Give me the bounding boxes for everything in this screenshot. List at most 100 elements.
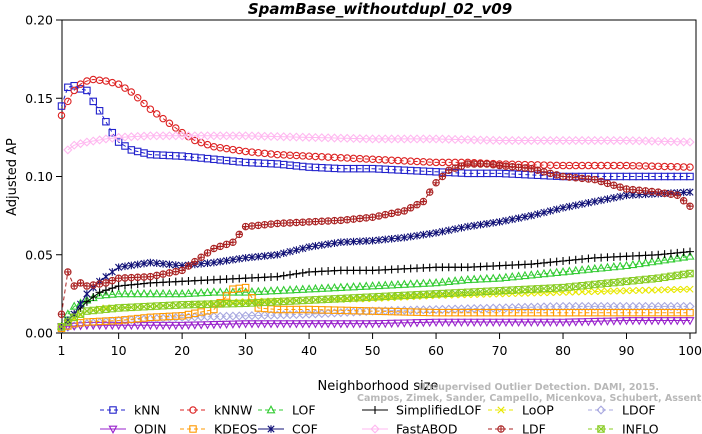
data-point xyxy=(279,271,288,280)
x-tick-label: 1 xyxy=(58,343,66,358)
data-point xyxy=(64,318,72,326)
data-point xyxy=(667,190,675,198)
data-point xyxy=(685,137,695,147)
data-point xyxy=(202,131,213,141)
data-point xyxy=(425,278,435,287)
data-point xyxy=(127,261,135,270)
data-point xyxy=(661,286,669,294)
data-point xyxy=(177,131,187,141)
data-point xyxy=(183,312,194,322)
data-point xyxy=(520,135,530,146)
data-point xyxy=(539,268,549,278)
data-point xyxy=(76,279,85,287)
data-point xyxy=(305,218,313,226)
data-point xyxy=(272,285,282,295)
data-point xyxy=(660,250,669,259)
data-point xyxy=(654,250,663,259)
data-point xyxy=(266,131,276,142)
data-point xyxy=(336,133,346,143)
data-point xyxy=(241,320,251,329)
data-point xyxy=(431,318,441,327)
data-point xyxy=(495,318,505,327)
data-point xyxy=(260,131,270,141)
data-point xyxy=(324,217,332,225)
data-point xyxy=(95,321,105,331)
data-point xyxy=(591,175,599,184)
data-point xyxy=(152,131,162,141)
legend-marker xyxy=(497,406,505,414)
data-point xyxy=(634,317,644,326)
data-point xyxy=(463,274,473,284)
data-point xyxy=(526,302,536,312)
x-tick-label: 60 xyxy=(428,343,444,358)
data-point xyxy=(139,321,149,331)
data-point xyxy=(641,257,651,267)
series-line xyxy=(61,320,690,328)
data-point xyxy=(641,317,651,326)
data-point xyxy=(127,88,136,96)
data-point xyxy=(679,252,689,261)
data-point xyxy=(172,267,180,276)
data-point xyxy=(108,276,117,285)
data-point xyxy=(133,280,142,289)
data-point xyxy=(57,310,66,318)
data-point xyxy=(577,318,587,327)
data-point xyxy=(418,278,428,287)
data-point xyxy=(114,80,123,88)
data-point xyxy=(494,135,505,146)
data-point xyxy=(634,136,644,146)
data-point xyxy=(209,131,219,141)
data-point xyxy=(564,318,574,327)
y-tick-label: 0.05 xyxy=(25,247,53,262)
data-point xyxy=(412,278,422,288)
data-point xyxy=(660,189,669,197)
data-point xyxy=(209,311,219,322)
data-point xyxy=(248,253,256,262)
data-point xyxy=(323,133,333,143)
data-point xyxy=(229,255,237,264)
data-point xyxy=(399,319,409,328)
data-point xyxy=(450,318,460,327)
data-point xyxy=(539,318,549,327)
data-point xyxy=(101,289,111,299)
data-point xyxy=(318,241,326,249)
data-point xyxy=(336,308,346,318)
data-point xyxy=(247,131,257,141)
data-point xyxy=(552,257,561,266)
data-point xyxy=(95,280,104,288)
data-point xyxy=(336,320,346,329)
data-point xyxy=(635,186,643,195)
data-point xyxy=(653,256,663,265)
data-point xyxy=(361,134,371,144)
data-point xyxy=(241,299,250,308)
data-point xyxy=(202,312,213,322)
data-point xyxy=(216,242,224,251)
data-point xyxy=(368,236,377,245)
data-point xyxy=(343,238,351,246)
data-point xyxy=(380,134,390,144)
data-point xyxy=(190,131,200,141)
data-point xyxy=(578,174,586,183)
data-point xyxy=(286,270,295,279)
data-point xyxy=(115,263,123,272)
data-point xyxy=(482,318,492,327)
data-point xyxy=(196,131,206,141)
data-point xyxy=(114,288,124,298)
data-point xyxy=(342,133,352,143)
data-point xyxy=(140,259,148,268)
data-point xyxy=(564,266,574,275)
data-point xyxy=(564,301,574,311)
data-point xyxy=(603,195,612,203)
data-point xyxy=(121,274,129,282)
data-point xyxy=(172,261,180,269)
data-point xyxy=(572,201,580,210)
data-point xyxy=(597,287,605,295)
data-point xyxy=(101,286,110,295)
data-point xyxy=(654,286,662,294)
data-point xyxy=(483,219,491,228)
data-point xyxy=(564,135,574,146)
data-point xyxy=(431,304,441,315)
data-point xyxy=(273,219,282,228)
data-point xyxy=(253,286,263,296)
data-point xyxy=(679,301,689,311)
